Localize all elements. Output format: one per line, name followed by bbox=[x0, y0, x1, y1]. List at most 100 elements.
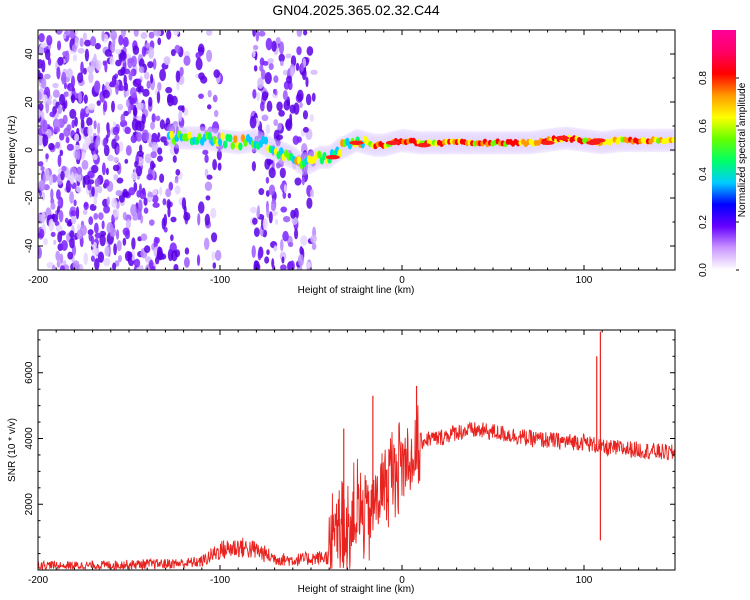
spectrogram-speckle bbox=[279, 251, 287, 261]
spectrogram-speckle bbox=[96, 100, 101, 106]
spectrogram-speckle bbox=[93, 222, 99, 234]
spectrogram-speckle bbox=[125, 145, 132, 156]
x-tick-label: -100 bbox=[210, 275, 230, 286]
y-tick-label: 2000 bbox=[24, 493, 35, 516]
spectrogram-speckle bbox=[111, 197, 117, 209]
spectrogram-speckle bbox=[44, 73, 51, 80]
spectrogram-speckle bbox=[265, 190, 270, 197]
spectrogram-speckle bbox=[122, 36, 129, 48]
spectrogram-speckle bbox=[97, 185, 103, 194]
spectrogram-speckle bbox=[57, 56, 64, 66]
spectrogram-speckle bbox=[175, 168, 181, 176]
spectrogram-speckle bbox=[217, 162, 222, 171]
spectrogram-speckle bbox=[150, 73, 154, 84]
spectrogram-speckle bbox=[258, 30, 266, 37]
spectrogram-speckle bbox=[294, 177, 302, 186]
spectrogram-noise-layer bbox=[38, 30, 318, 270]
spectrogram-speckle bbox=[84, 48, 90, 62]
spectrogram-speckle bbox=[71, 119, 75, 129]
spectrogram-speckle bbox=[67, 251, 74, 260]
spectrogram-speckle bbox=[310, 234, 317, 244]
spectrogram-speckle bbox=[296, 89, 304, 102]
spectrogram-speckle bbox=[103, 144, 110, 157]
spectrogram-speckle bbox=[157, 147, 163, 155]
spectrogram-speckle bbox=[65, 180, 71, 193]
spectrogram-speckle bbox=[115, 59, 122, 67]
spectrogram-speckle bbox=[265, 37, 273, 51]
spectrogram-speckle bbox=[151, 141, 159, 154]
spectrogram-speckle bbox=[117, 103, 124, 111]
spectrogram-speckle bbox=[179, 128, 187, 134]
spectrogram-speckle bbox=[159, 186, 163, 196]
spectrogram-speckle bbox=[172, 120, 179, 128]
spectrogram-speckle bbox=[173, 263, 179, 270]
spectrogram-speckle bbox=[196, 254, 201, 267]
spectrogram-speckle bbox=[76, 166, 83, 175]
spectrogram-speckle bbox=[143, 207, 149, 214]
spectrogram-speckle bbox=[303, 30, 308, 36]
spectrogram-speckle bbox=[261, 91, 268, 101]
spectrogram-speckle bbox=[136, 190, 141, 198]
spectrogram-speckle bbox=[280, 264, 287, 270]
spectrogram-speckle bbox=[157, 81, 162, 92]
spectrogram-speckle bbox=[94, 178, 101, 187]
spectrogram-speckle bbox=[291, 216, 298, 225]
spectrogram-speckle bbox=[112, 126, 120, 136]
spectrogram-speckle bbox=[260, 69, 266, 80]
spectrogram-y-axis: -40 -20 0 20 40 bbox=[24, 29, 675, 271]
spectrogram-speckle bbox=[52, 82, 59, 89]
spectrogram-speckle bbox=[91, 247, 99, 256]
spectrogram-speckle bbox=[118, 141, 124, 152]
spectrogram-speckle bbox=[212, 159, 218, 171]
spectrogram-speckle bbox=[53, 126, 61, 133]
spectrogram-speckle bbox=[183, 257, 190, 268]
spectrogram-speckle bbox=[138, 58, 145, 69]
spectrogram-y-label: Frequency (Hz) bbox=[7, 116, 18, 185]
snr-y-axis: 2000 4000 6000 bbox=[24, 339, 675, 571]
spectrogram-speckle bbox=[195, 52, 202, 59]
colorbar-tick-label: 0.6 bbox=[698, 119, 709, 133]
spectrogram-speckle bbox=[175, 70, 181, 83]
spectrogram-speckle bbox=[90, 57, 98, 69]
colorbar-tick-label: 0.8 bbox=[698, 71, 709, 85]
spectrogram-speckle bbox=[93, 196, 97, 206]
spectrogram-speckle bbox=[103, 205, 111, 214]
spectrogram-speckle bbox=[98, 212, 104, 221]
spectrogram-speckle bbox=[285, 53, 292, 59]
spectrogram-speckle bbox=[277, 159, 285, 168]
spectrogram-speckle bbox=[140, 32, 148, 39]
spectrogram-speckle bbox=[109, 227, 117, 237]
spectrogram-speckle bbox=[61, 165, 67, 172]
spectrogram-speckle bbox=[60, 170, 65, 181]
spectrogram-speckle bbox=[136, 78, 142, 85]
spectrogram-x-label: Height of straight line (km) bbox=[298, 285, 415, 296]
spectrogram-speckle bbox=[122, 237, 127, 246]
spectrogram-speckle bbox=[150, 121, 155, 130]
spectrogram-speckle bbox=[306, 46, 314, 56]
spectrogram-speckle bbox=[299, 246, 304, 255]
ridge-core bbox=[317, 150, 322, 159]
spectrogram-speckle bbox=[287, 192, 292, 199]
spectrogram-speckle bbox=[71, 44, 77, 53]
spectrogram-speckle bbox=[127, 57, 135, 64]
spectrogram-speckle bbox=[174, 185, 181, 195]
spectrogram-speckle bbox=[290, 209, 296, 219]
ridge-core bbox=[169, 130, 174, 139]
spectrogram-speckle bbox=[133, 30, 139, 37]
spectrogram-speckle bbox=[58, 132, 65, 141]
snr-series-layer bbox=[38, 331, 675, 570]
spectrogram-speckle bbox=[124, 250, 132, 262]
spectrogram-speckle bbox=[273, 119, 279, 126]
spectrogram-speckle bbox=[252, 44, 259, 51]
spectrogram-speckle bbox=[257, 250, 262, 261]
spectrogram-speckle bbox=[174, 249, 181, 258]
spectrogram-speckle bbox=[281, 256, 285, 264]
ridge-hotspot bbox=[555, 135, 570, 141]
spectrogram-speckle bbox=[104, 179, 110, 187]
spectrogram-speckle bbox=[64, 30, 71, 36]
spectrogram-ridge-layer bbox=[166, 123, 675, 177]
spectrogram-speckle bbox=[115, 146, 120, 155]
spectrogram-speckle bbox=[206, 174, 213, 180]
